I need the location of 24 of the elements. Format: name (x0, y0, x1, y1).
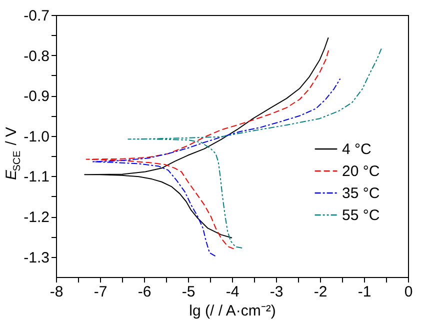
legend-label: 55 °C (342, 207, 380, 224)
x-tick-label: -4 (226, 284, 240, 300)
legend-label: 4 °C (342, 141, 372, 158)
y-axis-title: ESCE / V (3, 126, 23, 180)
line-series (92, 78, 341, 257)
x-tick-label: 0 (404, 284, 413, 300)
line-series (128, 48, 382, 248)
y-tick-label: -1.2 (24, 209, 50, 226)
x-tick-label: -5 (182, 284, 196, 300)
x-tick-label: -8 (50, 284, 64, 300)
x-tick-label: -3 (270, 284, 284, 300)
y-tick-label: -1.0 (24, 128, 50, 146)
x-tick-label: -6 (138, 284, 152, 300)
x-tick-label: -7 (94, 284, 108, 300)
y-tick-label: -1.1 (24, 168, 50, 186)
legend-label: 20 °C (342, 163, 380, 180)
x-axis-title: lg (/ / A·cm⁻²) (189, 302, 276, 320)
y-tick-label: -1.3 (24, 249, 50, 266)
y-tick-label: -0.8 (24, 48, 50, 65)
x-tick-label: -2 (314, 284, 328, 300)
y-tick-label: -0.9 (24, 88, 50, 106)
y-tick-label: -0.7 (24, 8, 50, 24)
legend-label: 35 °C (342, 185, 380, 202)
x-tick-label: -1 (358, 284, 372, 300)
